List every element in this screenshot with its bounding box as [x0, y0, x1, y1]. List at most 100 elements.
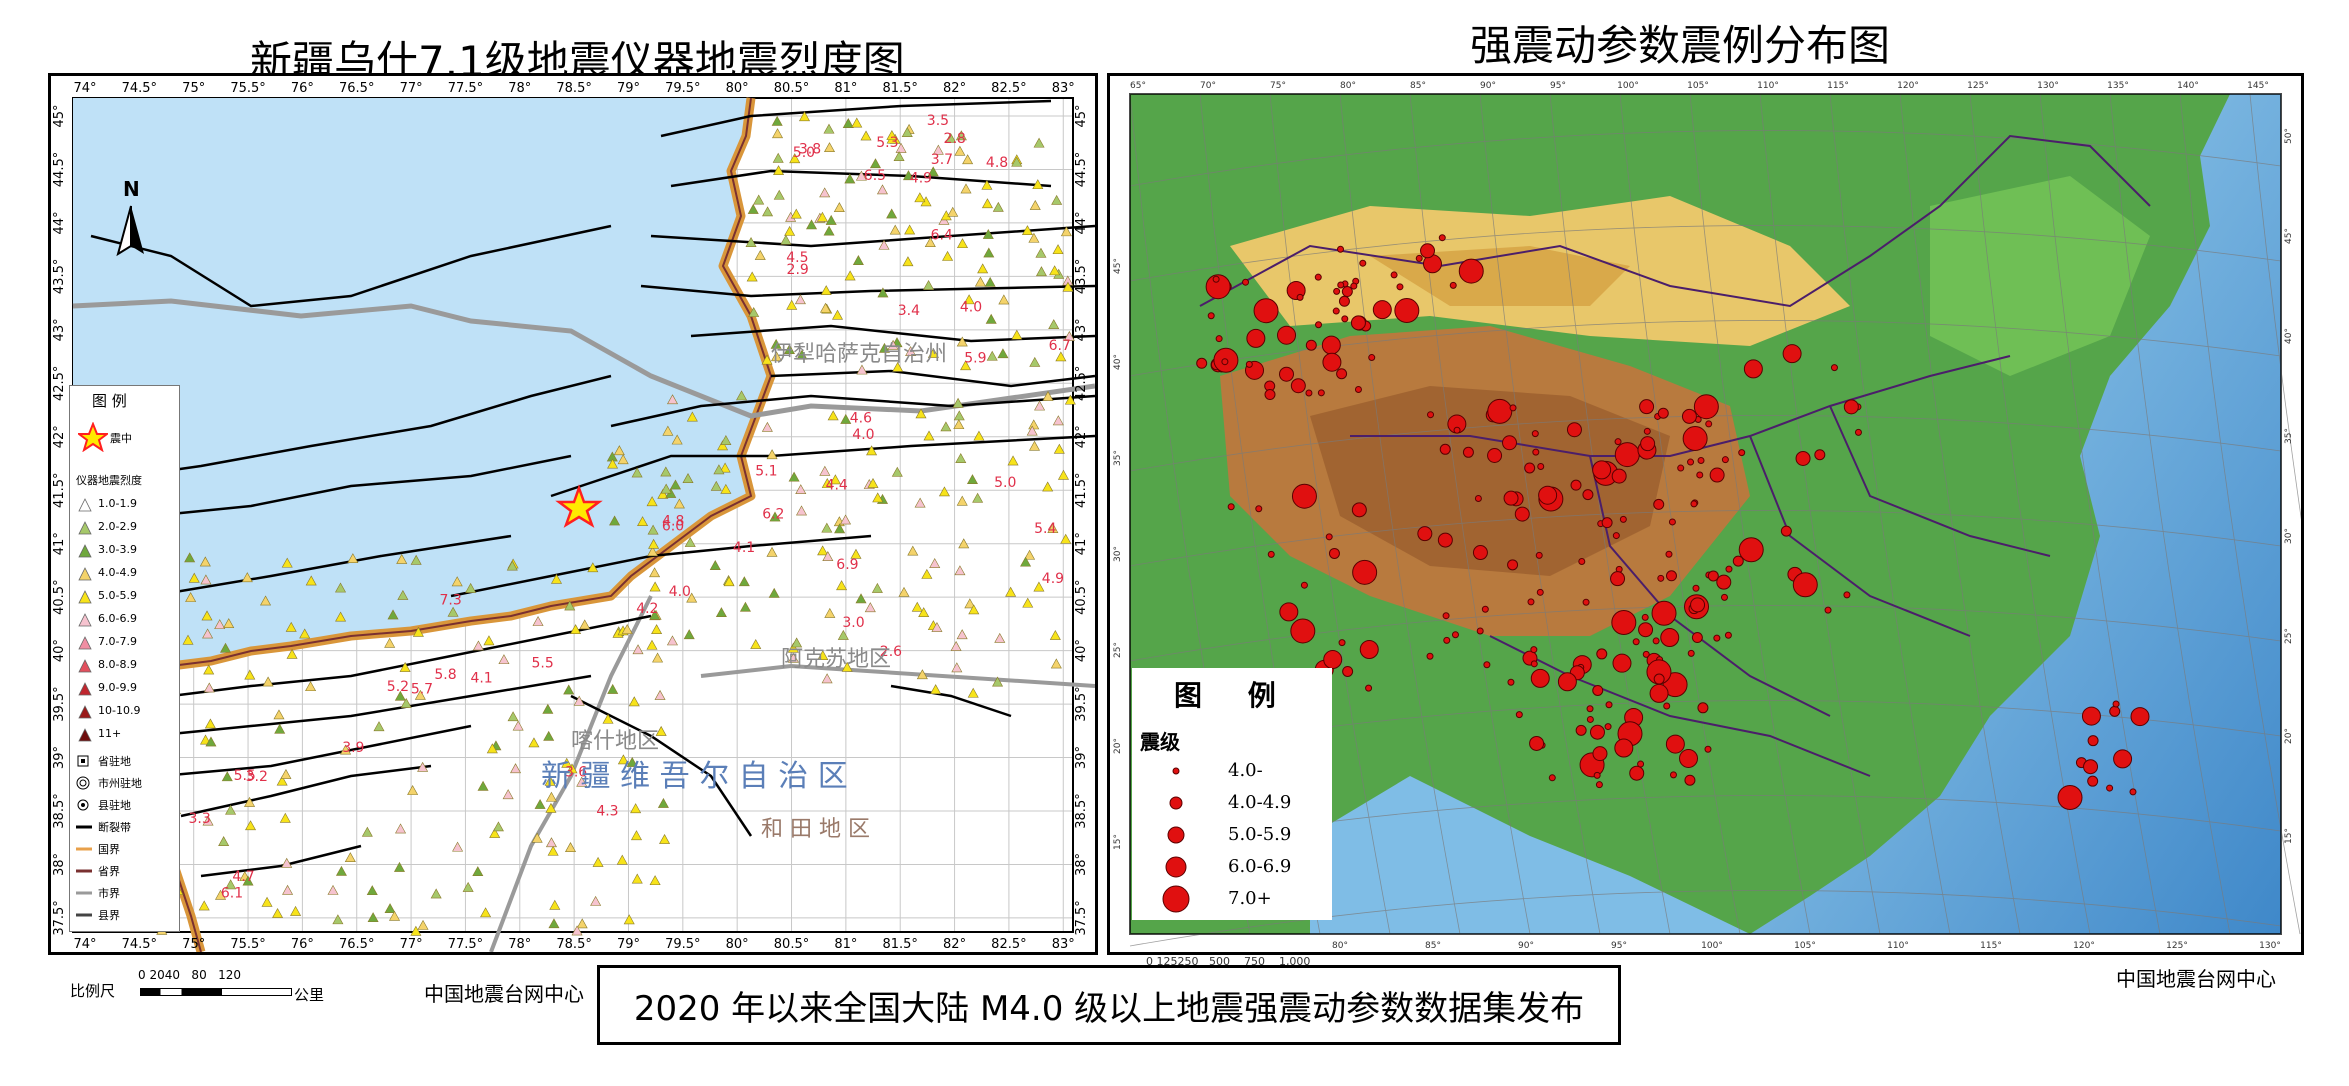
station-marker — [829, 474, 841, 485]
left-map-fault-lines — [90, 99, 1095, 878]
station-marker — [389, 910, 401, 921]
quake-marker — [1439, 443, 1451, 455]
station-value: 5.5 — [234, 768, 256, 784]
quake-marker — [1527, 598, 1535, 606]
quake-marker — [1325, 533, 1333, 541]
quake-marker — [1612, 653, 1632, 673]
station-marker — [1049, 265, 1061, 276]
quake-marker — [1205, 274, 1231, 300]
right-map-title: 强震动参数震例分布图 — [1470, 21, 1891, 70]
quake-marker — [1690, 597, 1706, 613]
station-marker — [549, 899, 561, 910]
station-marker — [502, 789, 514, 800]
bottom-tick-label: 76.5° — [339, 937, 374, 952]
top-tick-label: 95° — [1550, 81, 1566, 91]
square-dot-icon — [77, 755, 89, 767]
left-tick-label: 41° — [52, 532, 67, 555]
station-value: 4.0 — [669, 584, 691, 600]
station-value: 3.7 — [931, 152, 953, 168]
station-marker — [938, 486, 950, 497]
quake-marker — [1321, 335, 1341, 355]
station-value: 6.4 — [931, 228, 953, 244]
quake-marker — [1315, 321, 1323, 329]
right-tick-label: 30° — [2284, 528, 2294, 544]
legend-symbol-label: 省驻地 — [98, 755, 131, 768]
quake-marker — [1246, 328, 1266, 348]
quake-marker — [1697, 457, 1705, 465]
quake-marker — [1458, 258, 1484, 284]
line-symbol-icon — [76, 847, 92, 851]
quake-marker — [1693, 394, 1719, 420]
top-tick-label: 81° — [834, 81, 857, 96]
station-marker — [820, 285, 832, 296]
quake-marker — [1507, 678, 1515, 686]
right-map-quake-markers — [1196, 234, 2150, 811]
station-marker — [335, 611, 347, 622]
station-marker — [550, 573, 563, 584]
station-marker — [796, 349, 808, 360]
station-marker — [886, 129, 898, 140]
bottom-tick-label: 125° — [2166, 941, 2188, 951]
station-marker — [1042, 390, 1054, 401]
quake-marker — [1443, 636, 1451, 644]
bottom-tick-label: 76° — [291, 937, 314, 952]
station-value: 4.2 — [636, 601, 658, 617]
station-marker — [788, 471, 800, 482]
station-marker — [528, 737, 540, 748]
quake-marker — [1277, 325, 1297, 345]
quake-marker — [1586, 705, 1594, 713]
station-marker — [771, 115, 783, 126]
station-marker — [1053, 443, 1065, 454]
station-value: 4.1 — [733, 540, 755, 556]
bottom-tick-label: 83° — [1052, 937, 1075, 952]
intensity-triangle-icon — [78, 636, 92, 650]
quake-marker — [1476, 627, 1484, 635]
region-label-yili: 伊犁哈萨克自治州 — [771, 342, 947, 367]
station-marker — [361, 826, 373, 837]
quake-marker — [1524, 462, 1536, 474]
station-marker — [768, 587, 780, 598]
station-marker — [631, 873, 643, 884]
station-marker — [953, 410, 965, 421]
right-map-canvas: 65° 70° 75° 80° 85° 90° 95° 100° 105° 110° 115° 120… — [1113, 81, 2301, 951]
magnitude-circle-icon — [1169, 796, 1183, 810]
line-symbol-icon — [76, 825, 92, 829]
quake-marker — [1795, 450, 1811, 466]
station-marker — [542, 703, 554, 714]
station-value: 6.7 — [1049, 338, 1071, 354]
left-tick-label: 30° — [1113, 546, 1123, 562]
quake-marker — [1642, 650, 1650, 658]
station-marker — [889, 224, 901, 235]
quake-marker — [1472, 545, 1488, 561]
station-marker — [902, 256, 914, 267]
left-tick-label: 44.5° — [52, 152, 67, 187]
quake-marker — [1530, 660, 1538, 668]
quake-marker — [1515, 711, 1523, 719]
station-marker — [225, 804, 237, 815]
station-marker — [545, 802, 557, 813]
station-marker — [649, 567, 661, 578]
station-value: 4.9 — [1042, 571, 1064, 587]
top-tick-label: 75° — [1270, 81, 1286, 91]
intensity-triangle-icon — [78, 659, 92, 673]
station-value: 5.7 — [411, 682, 433, 698]
quake-marker — [1507, 559, 1519, 571]
legend-intensity-item: 4.0-4.9 — [76, 565, 176, 585]
top-tick-label: 75° — [182, 81, 205, 96]
quake-marker — [1596, 648, 1608, 660]
sea-south — [1310, 776, 1750, 934]
station-marker — [486, 743, 498, 754]
quake-marker — [1278, 366, 1294, 382]
station-marker — [218, 836, 230, 846]
left-map-canvas: 5.0 4.8 4.3 4.8 4.9 5.2 5.3 4.1 7.3 6.5 6.2 5.8 6.7 6… — [52, 81, 1095, 952]
legend-symbol-item: 县驻地 — [76, 796, 176, 816]
right-tick-label: 40° — [1074, 639, 1089, 662]
station-marker — [1007, 455, 1019, 466]
quake-marker — [1665, 570, 1677, 582]
bottom-tick-label: 105° — [1794, 941, 1816, 951]
station-marker — [878, 239, 890, 250]
bottom-tick-label: 77.5° — [448, 937, 483, 952]
quake-marker — [1487, 398, 1513, 424]
right-tick-label: 45° — [1074, 104, 1089, 127]
quake-marker — [1503, 490, 1519, 506]
